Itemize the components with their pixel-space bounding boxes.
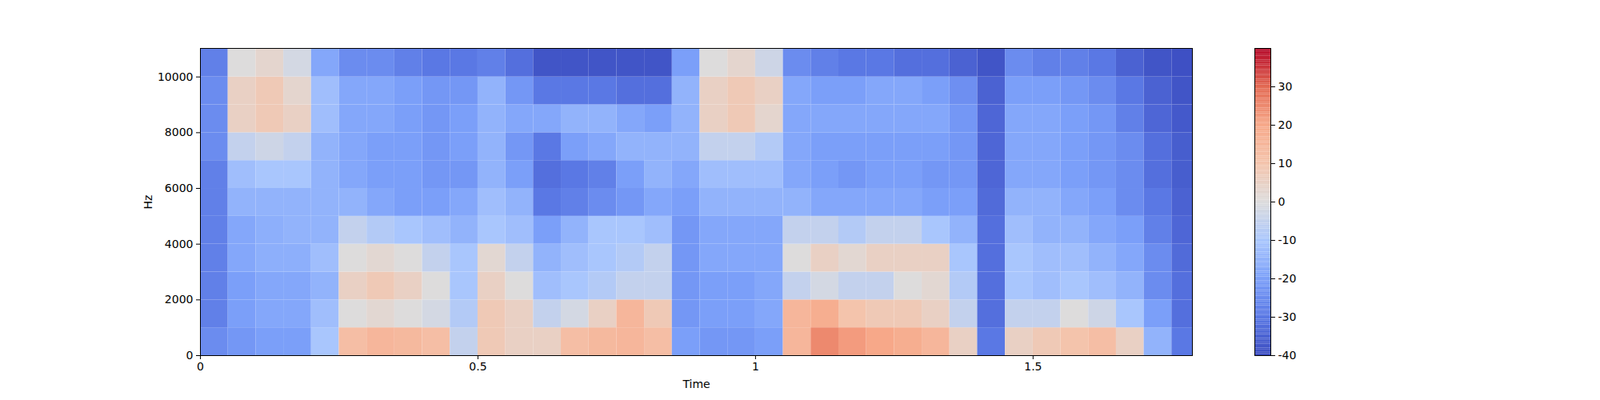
svg-text:0: 0 xyxy=(186,348,194,362)
svg-text:1: 1 xyxy=(752,360,760,373)
svg-text:-10: -10 xyxy=(1278,233,1297,247)
svg-text:10000: 10000 xyxy=(157,70,194,84)
svg-text:4000: 4000 xyxy=(164,237,194,251)
svg-text:8000: 8000 xyxy=(164,125,194,139)
svg-text:6000: 6000 xyxy=(164,181,194,195)
svg-text:0: 0 xyxy=(1278,195,1286,208)
svg-text:-20: -20 xyxy=(1278,272,1297,285)
svg-text:Hz: Hz xyxy=(141,195,155,210)
svg-text:30: 30 xyxy=(1278,80,1293,93)
svg-text:0: 0 xyxy=(196,360,204,373)
svg-text:-40: -40 xyxy=(1278,348,1297,362)
svg-text:1.5: 1.5 xyxy=(1024,360,1042,373)
svg-text:Time: Time xyxy=(681,377,710,391)
svg-text:-30: -30 xyxy=(1278,310,1297,324)
svg-text:10: 10 xyxy=(1278,156,1293,170)
svg-text:2000: 2000 xyxy=(164,292,194,306)
svg-text:20: 20 xyxy=(1278,118,1293,132)
svg-text:0.5: 0.5 xyxy=(468,360,487,373)
